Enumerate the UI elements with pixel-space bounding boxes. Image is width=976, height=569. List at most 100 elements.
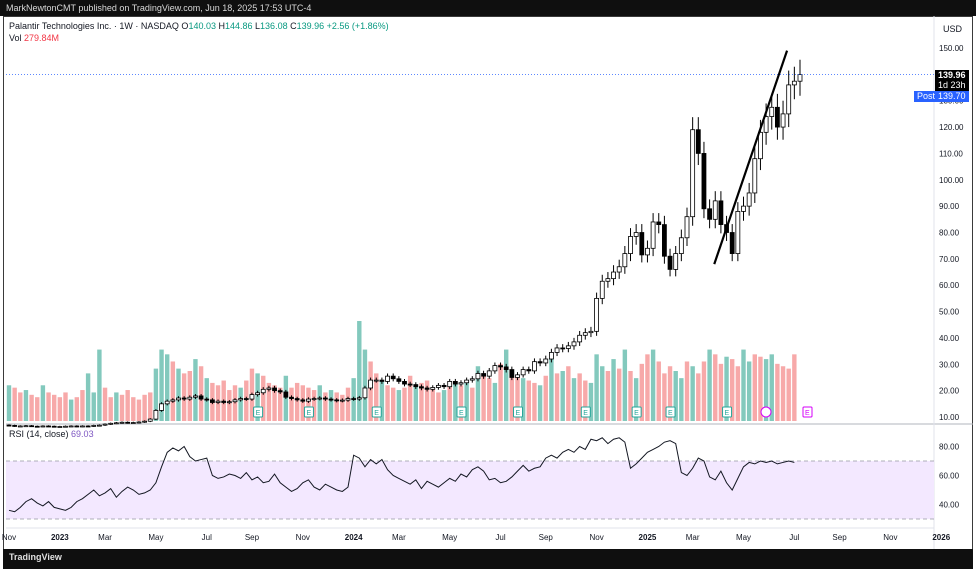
legend-main: Palantir Technologies Inc. · 1W · NASDAQ… [9,21,389,31]
candle-body [447,381,453,388]
volume-bar [300,385,305,421]
volume-bar [35,397,40,421]
legend-symbol[interactable]: Palantir Technologies Inc. · 1W · NASDAQ [9,21,179,31]
legend-low: 136.08 [260,21,288,31]
publisher-bar: MarkNewtonCMT published on TradingView.c… [0,0,976,16]
volume-bar [306,387,311,421]
footer-bar: TradingView [3,549,973,569]
earnings-marker[interactable] [631,406,642,418]
earnings-marker[interactable] [722,406,733,418]
volume-bar [441,390,447,421]
upcoming-earnings-marker[interactable] [802,406,813,418]
earnings-marker[interactable] [580,406,591,418]
earnings-marker[interactable] [456,406,467,418]
candle-body [537,361,543,364]
candle-body [532,361,537,372]
candle-body [85,425,91,428]
volume-bar [266,382,272,421]
candle-body [571,341,577,347]
candle-body [40,425,46,428]
volume-bar [165,354,170,421]
candle-body [57,426,63,428]
candle-body [356,397,362,400]
time-tick-label: Jul [495,533,505,542]
volume-bar [63,392,68,421]
earnings-marker[interactable] [303,406,314,418]
volume-bar [334,392,339,421]
currency-label[interactable]: USD [943,24,963,34]
candle-body [379,379,385,382]
price-tick-label: 30.00 [939,360,960,369]
earnings-marker[interactable] [513,406,523,418]
volume-bar [600,366,605,421]
candle-body [424,387,430,390]
candle-body [741,205,746,212]
legend-rsi-label[interactable]: RSI (14, close) [9,429,69,439]
volume-bar [780,366,786,421]
legend-change: +2.56 (+1.86%) [326,21,389,31]
volume-bar [763,359,769,421]
candle-body [130,422,136,424]
volume-bar [102,387,108,421]
earnings-letter: E [668,410,673,417]
candle-body [29,425,35,428]
candle-body [729,232,735,254]
earnings-marker[interactable] [665,406,676,418]
time-tick-label: Nov [589,533,603,542]
earnings-marker[interactable] [371,406,382,418]
volume-bar [430,387,435,421]
earnings-letter: E [374,410,379,417]
volume-bar [148,392,153,421]
candle-body [339,399,345,402]
volume-bar [97,349,102,421]
candle-body [232,399,238,403]
candle-body [509,369,515,378]
candle-body [758,131,763,160]
legend-rsi: RSI (14, close) 69.03 [9,429,94,439]
candle-body [119,421,125,424]
candle-body [419,386,424,389]
earnings-letter: E [256,410,261,417]
candle-body [74,425,80,428]
price-tick-label: 100.00 [939,176,964,185]
trendline[interactable] [713,50,789,265]
candle-body [690,129,696,218]
post-price-tag: 139.70 [935,91,969,102]
rsi-band [6,461,934,519]
volume-bar [560,371,565,421]
candle-body [204,398,210,401]
volume-bar [752,354,757,421]
volume-bar [577,373,582,421]
candle-body [283,391,289,398]
time-tick-label: Nov [296,533,310,542]
time-tick-label: Sep [245,533,260,542]
candle-body [187,396,193,400]
volume-bar [328,390,334,421]
volume-bar [667,366,673,421]
volume-bar [362,349,368,421]
volume-bar [131,397,136,421]
volume-bar [198,366,204,421]
tradingview-logo[interactable]: TradingView [9,552,62,562]
candle-body [176,397,181,401]
volume-bar [645,354,650,421]
candle-body [170,399,176,402]
dividend-marker[interactable] [760,406,772,418]
legend-vol-value: 279.84M [24,33,60,43]
candle-body [153,410,159,420]
volume-bar [611,359,616,421]
candle-body [226,401,232,404]
candle-body [684,216,690,239]
volume-bar [114,392,119,421]
volume-bar [746,361,752,421]
volume-bar [385,385,390,421]
earnings-marker[interactable] [253,406,264,418]
volume-bar [758,356,763,421]
candle-body [486,370,492,377]
volume-bar [153,368,159,421]
volume-bar [515,375,520,421]
candle-body [786,84,792,115]
volume-bar [136,399,142,421]
volume-bar [311,390,317,421]
